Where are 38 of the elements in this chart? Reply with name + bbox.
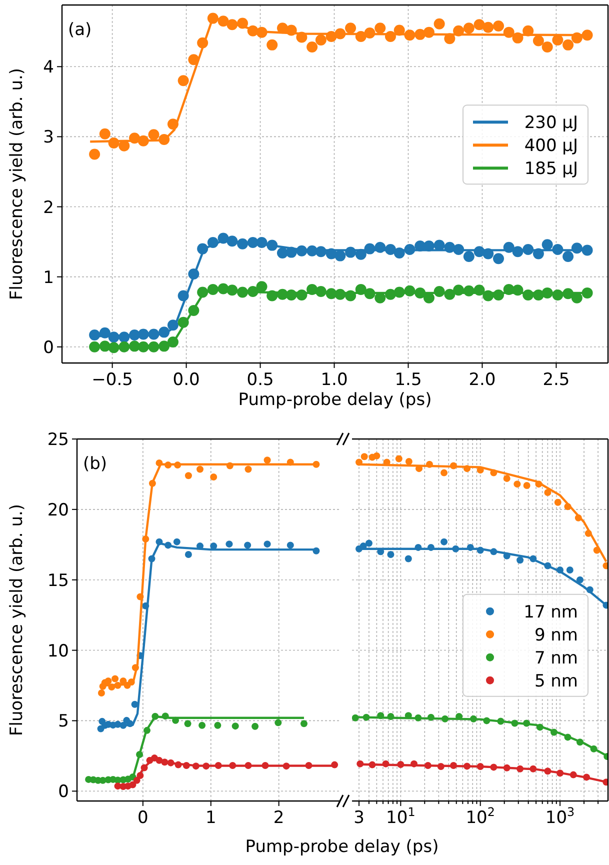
x-tick-label: 1 — [205, 808, 216, 828]
x-tick-label: 10$^{2}$ — [466, 805, 495, 828]
y-tick-label: 3 — [43, 128, 54, 148]
x-axis-title: Pump-probe delay (ps) — [238, 390, 432, 410]
y-axis-title: Fluorescence yield (arb. u.) — [7, 504, 27, 736]
y-tick-label: 4 — [43, 58, 54, 78]
x-tick-label: 1.0 — [320, 370, 348, 390]
x-tick-label: 10$^{1}$ — [386, 805, 416, 828]
x-tick-label: 2 — [273, 808, 284, 828]
y-tick-label: 25 — [47, 430, 69, 450]
x-tick-label: 3 — [354, 808, 364, 828]
x-tick-label: 0.0 — [172, 370, 200, 390]
legend-label: 7 nm — [534, 648, 578, 668]
x-tick-label: 2.0 — [468, 370, 496, 390]
y-tick-label: 1 — [43, 268, 54, 288]
x-tick-label: 10$^{3}$ — [545, 805, 575, 828]
annotation: (b) — [83, 454, 108, 474]
legend-label: 9 nm — [534, 625, 578, 646]
y-tick-label: 10 — [47, 641, 69, 662]
y-tick-label: 20 — [47, 500, 69, 520]
annotation: (a) — [68, 20, 92, 40]
y-tick-label: 0 — [58, 782, 69, 802]
legend-label: 17 nm — [524, 602, 578, 622]
x-tick-label: 2.5 — [542, 370, 570, 390]
legend-label: 230 µJ — [524, 113, 578, 134]
legend-label: 400 µJ — [524, 136, 578, 156]
x-tick-label: 1.5 — [394, 370, 422, 390]
y-tick-label: 5 — [58, 712, 69, 732]
x-axis-title: Pump-probe delay (ps) — [245, 837, 439, 857]
x-tick-label: −0.5 — [92, 370, 133, 390]
y-axis-title: Fluorescence yield (arb. u.) — [7, 68, 27, 300]
legend-label: 185 µJ — [524, 159, 578, 180]
x-tick-label: 0 — [138, 808, 148, 828]
x-tick-label: 0.5 — [246, 370, 274, 390]
y-tick-label: 15 — [47, 570, 69, 591]
legend-label: 5 nm — [534, 671, 578, 692]
y-tick-label: 0 — [43, 338, 54, 358]
y-tick-label: 2 — [43, 198, 54, 218]
